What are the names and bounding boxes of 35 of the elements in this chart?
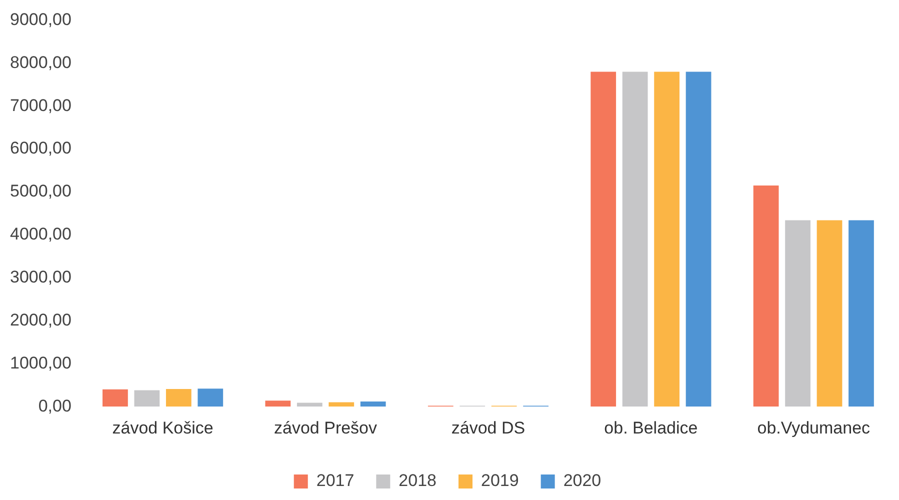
bar	[785, 220, 810, 407]
x-tick-label: ob. Beladice	[604, 418, 698, 438]
legend-label: 2018	[398, 471, 437, 490]
y-tick-label: 7000,00	[10, 96, 72, 115]
x-tick-label: ob.Vydumanec	[757, 418, 871, 438]
x-tick-label: závod Košice	[112, 418, 214, 438]
y-tick-label: 8000,00	[10, 52, 72, 72]
y-tick-label: 9000,00	[10, 10, 72, 29]
bar	[166, 389, 192, 407]
bar	[360, 401, 386, 407]
bar	[753, 185, 779, 407]
bar	[590, 72, 616, 407]
bar	[686, 72, 712, 407]
y-tick-label: 2000,00	[10, 310, 72, 330]
bar	[134, 390, 160, 407]
x-tick-label: závod DS	[451, 418, 526, 438]
y-tick-label: 3000,00	[10, 267, 72, 286]
y-tick-label: 4000,00	[10, 224, 72, 244]
y-tick-label: 6000,00	[10, 138, 72, 158]
bar	[622, 72, 648, 407]
bar	[102, 389, 128, 407]
bar	[328, 402, 354, 407]
legend-label: 2017	[316, 471, 354, 490]
bar	[816, 220, 842, 407]
legend-label: 2019	[481, 471, 519, 490]
y-tick-label: 1000,00	[10, 353, 72, 372]
bar	[654, 72, 680, 407]
bar	[198, 388, 224, 407]
bar	[265, 400, 291, 407]
y-tick-label: 5000,00	[10, 182, 72, 201]
legend-label: 2020	[563, 471, 602, 490]
y-tick-label: 0,00	[38, 396, 72, 416]
bar	[848, 220, 874, 407]
x-tick-label: závod Prešov	[274, 418, 378, 438]
bar	[296, 402, 322, 407]
